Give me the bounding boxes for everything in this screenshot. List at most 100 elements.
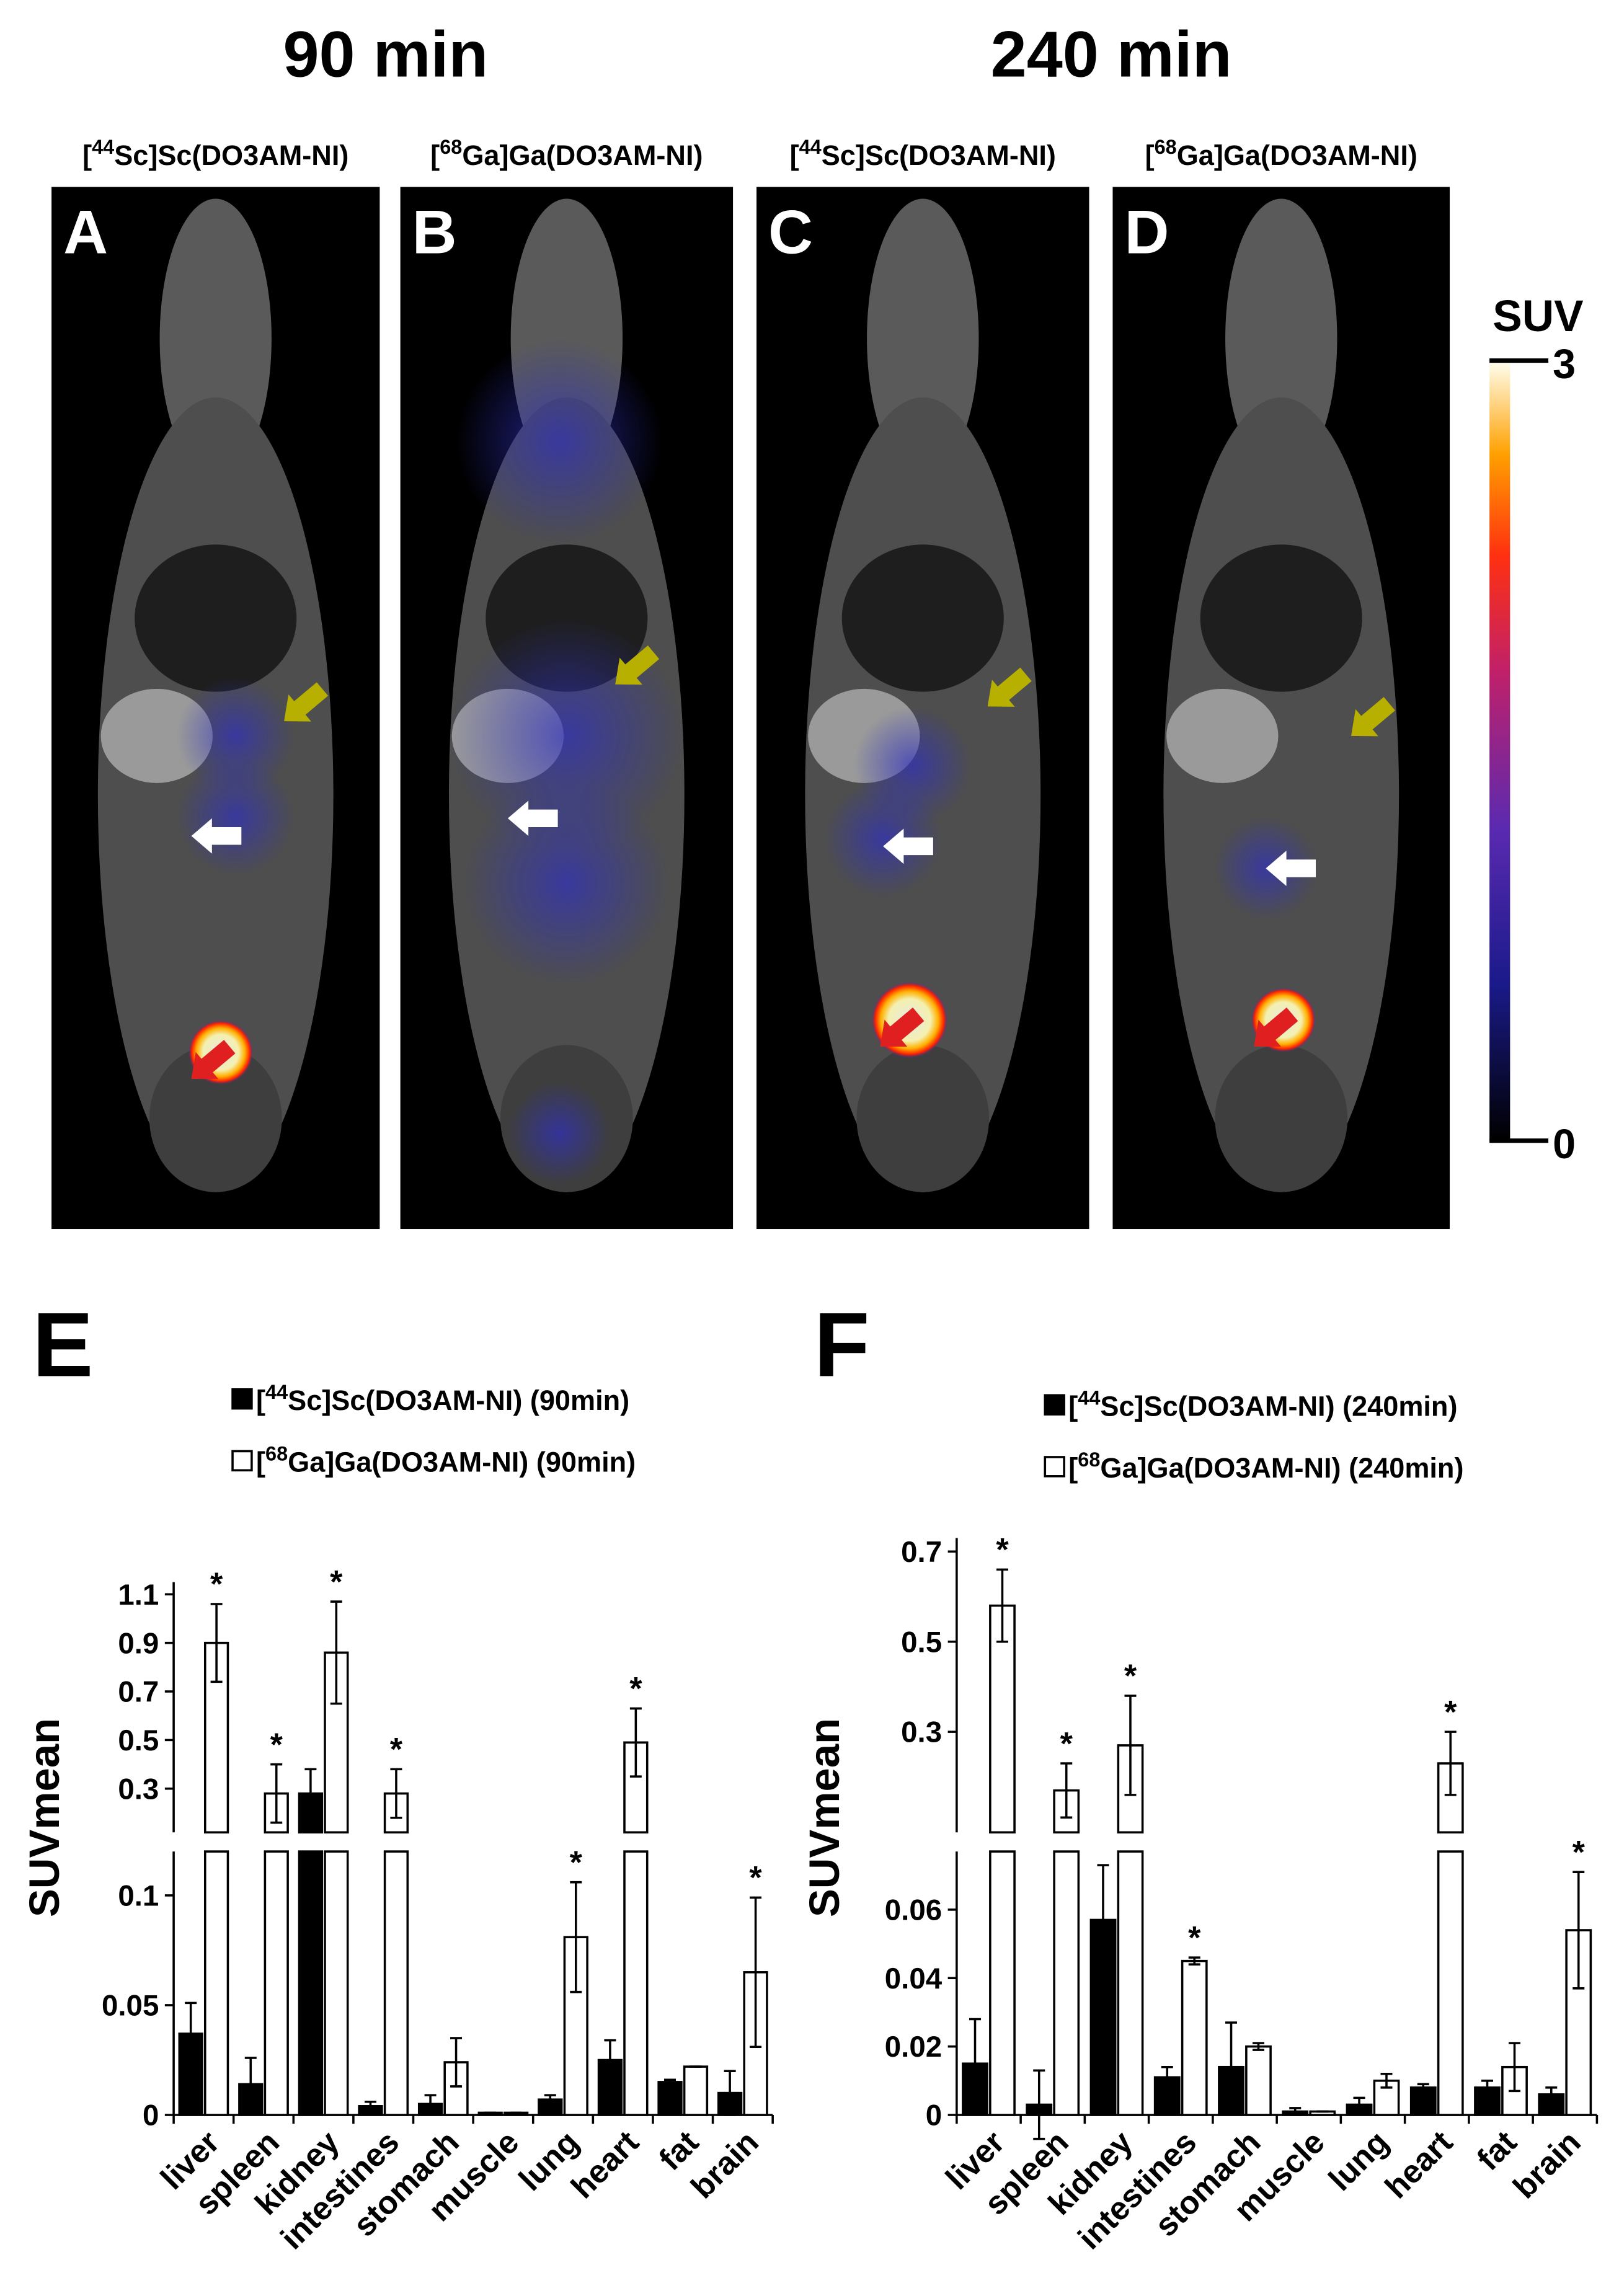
- significance: *: [270, 1727, 283, 1763]
- bar: [264, 1850, 289, 2116]
- significance: *: [1188, 1920, 1201, 1956]
- bar: [1117, 1850, 1144, 2116]
- significance: *: [1572, 1835, 1586, 1871]
- arrow-shape: [1254, 1007, 1298, 1047]
- bar: [683, 2065, 709, 2116]
- error-bar: [996, 1568, 1008, 1643]
- legend-label: [68Ga]Ga(DO3AM-NI) (240min): [1068, 1448, 1463, 1484]
- bar: [989, 1850, 1016, 2116]
- thorax: [1200, 544, 1362, 692]
- bar: [1245, 2045, 1272, 2116]
- arrow: [615, 645, 660, 685]
- pet-image: [1112, 187, 1450, 1230]
- error-bar: [1289, 2107, 1302, 2116]
- error-bar: [1509, 2042, 1521, 2093]
- colorbar-label: SUV: [1493, 292, 1583, 341]
- error-bar: [1097, 1864, 1109, 1976]
- error-bar: [664, 2078, 676, 2086]
- error-bar: [1253, 2042, 1264, 2051]
- head: [1225, 198, 1337, 479]
- y-tick-label: 0.02: [885, 2031, 942, 2063]
- x-tick-label: heart: [1378, 2124, 1460, 2205]
- error-bar: [1572, 1871, 1585, 1990]
- error-bar: [1188, 1956, 1200, 1966]
- y-tick-label: 0.05: [102, 1990, 159, 2023]
- bar: [989, 1604, 1016, 1834]
- arrow: [191, 818, 242, 854]
- error-bar: [1033, 2069, 1045, 2140]
- error-bar: [724, 2070, 736, 2116]
- y-tick-label: 1.1: [118, 1579, 159, 1611]
- colorbar-tick-label: 3: [1553, 342, 1576, 388]
- error-bar: [1380, 2072, 1393, 2089]
- significance: *: [330, 1564, 343, 1600]
- legend-label: [44Sc]Sc(DO3AM-NI) (90min): [256, 1381, 629, 1416]
- bar: [1437, 1850, 1464, 2116]
- colorbar-tick-label: 0: [1553, 1122, 1576, 1168]
- y-tick-label: 0.06: [885, 1894, 942, 1927]
- y-tick-label: 0.7: [118, 1676, 159, 1709]
- bar: [324, 1850, 349, 2116]
- head: [159, 198, 272, 479]
- arrow: [1254, 1007, 1298, 1047]
- arrow-shape: [507, 800, 558, 836]
- arrow-shape: [284, 682, 329, 722]
- significance: *: [629, 1671, 642, 1707]
- error-bar: [1124, 1695, 1137, 1796]
- head: [867, 198, 979, 479]
- bar: [1053, 1850, 1080, 2116]
- arrow-shape: [883, 828, 933, 864]
- arrow-shape: [987, 667, 1032, 707]
- legend-swatch: [1044, 1394, 1065, 1416]
- uptake: [456, 339, 663, 545]
- arrow-shape: [615, 645, 660, 685]
- error-bar: [750, 1896, 762, 2049]
- error-bar: [1481, 2080, 1494, 2096]
- error-bar: [330, 1600, 342, 1705]
- arrow-shape: [191, 818, 242, 854]
- error-bar: [1545, 2086, 1558, 2103]
- error-bar: [969, 2018, 981, 2109]
- y-tick-label: 0.5: [901, 1626, 942, 1659]
- bar: [383, 1850, 409, 2116]
- thorax: [135, 544, 297, 692]
- significance: *: [570, 1845, 583, 1881]
- significance: *: [749, 1860, 762, 1896]
- y-axis-label: SUVmean: [20, 1718, 68, 1917]
- uptake: [463, 780, 670, 986]
- arrow-shape: [1266, 851, 1316, 886]
- significance: *: [210, 1567, 223, 1603]
- error-bar: [544, 2094, 556, 2106]
- bar: [657, 2081, 683, 2116]
- error-bar: [570, 1881, 582, 1993]
- uptake: [1214, 817, 1318, 920]
- pelvis: [149, 1045, 282, 1192]
- panel-letter: D: [1124, 198, 1169, 267]
- arrow: [284, 682, 329, 722]
- legend-swatch: [231, 1450, 253, 1472]
- pet-image: [400, 187, 734, 1230]
- y-tick-label: 0.7: [901, 1536, 942, 1569]
- y-tick-label: 0.1: [118, 1880, 159, 1913]
- error-bar: [450, 2037, 463, 2088]
- error-bar: [270, 1763, 283, 1824]
- error-bar: [364, 2100, 376, 2112]
- bar: [298, 1850, 324, 2116]
- liver: [1166, 688, 1279, 783]
- error-bar: [1353, 2096, 1365, 2113]
- error-bar: [304, 1768, 317, 1819]
- y-tick-label: 0.5: [118, 1724, 159, 1757]
- legend-label: [68Ga]Ga(DO3AM-NI) (90min): [256, 1443, 636, 1478]
- thorax: [841, 544, 1004, 692]
- error-bar: [1060, 1762, 1073, 1819]
- error-bar: [210, 1603, 223, 1683]
- error-bar: [1417, 2083, 1429, 2093]
- time-header: 240 min: [991, 18, 1232, 91]
- arrow: [880, 1007, 925, 1047]
- error-bar: [1225, 2021, 1238, 2113]
- bar: [1181, 1959, 1208, 2116]
- uptake: [507, 1081, 611, 1185]
- error-bar: [390, 1768, 402, 1819]
- legend-label: [44Sc]Sc(DO3AM-NI) (240min): [1068, 1387, 1457, 1422]
- arrow: [191, 1040, 236, 1079]
